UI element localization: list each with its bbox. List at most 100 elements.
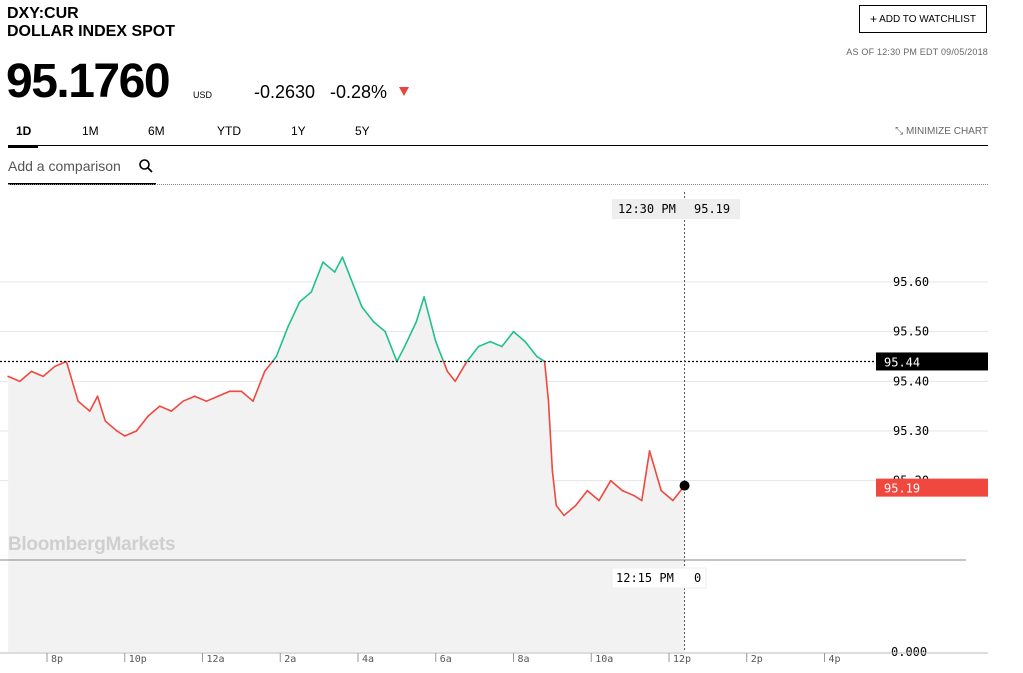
x-tick-label: 2a: [284, 654, 296, 665]
instrument-name: DOLLAR INDEX SPOT: [7, 23, 176, 40]
down-arrow-icon: [399, 87, 409, 96]
price-segment: [18, 370, 33, 383]
tab-ytd[interactable]: YTD: [217, 124, 241, 138]
price-change: -0.2630: [254, 82, 316, 102]
add-to-watchlist-button[interactable]: + ADD TO WATCHLIST: [859, 5, 987, 33]
tab-1d[interactable]: 1D: [16, 124, 32, 138]
price-segment: [240, 390, 254, 402]
crosshair-volume-time: 12:15 PM: [616, 571, 674, 585]
price-segment: [252, 370, 266, 402]
price-segment: [275, 325, 289, 358]
currency-label: USD: [193, 90, 213, 100]
previous-close-badge: [876, 352, 988, 371]
plus-icon: +: [870, 12, 878, 26]
price-segment: [415, 296, 425, 323]
tab-1y[interactable]: 1Y: [291, 124, 306, 138]
price-segment: [349, 276, 363, 308]
tabs-divider: [8, 145, 988, 146]
price-segment: [182, 395, 196, 402]
price-segment: [384, 330, 398, 363]
comparison-input[interactable]: Add a comparison: [8, 158, 121, 174]
x-tick-label: 2p: [751, 654, 763, 665]
price-segment: [96, 395, 107, 422]
price-segment: [361, 306, 375, 323]
timeframe-tabs: 1D 1M 6M YTD 1Y 5Y: [0, 124, 990, 144]
price-segment: [477, 340, 491, 348]
price-segment: [512, 330, 526, 343]
price-segment: [65, 361, 79, 402]
price-segment: [543, 361, 550, 402]
price-segment: [403, 320, 418, 348]
price-segment: [7, 375, 21, 383]
price-segment: [333, 256, 344, 273]
price-segment: [158, 405, 173, 412]
collapse-arrows-icon: ⤡: [895, 126, 904, 137]
as-of-timestamp: AS OF 12:30 PM EDT 09/05/2018: [846, 47, 988, 57]
minimize-label: MINIMIZE CHART: [905, 126, 988, 137]
price-segment: [77, 400, 91, 412]
price-segment: [88, 395, 99, 412]
current-price: 95.1760: [6, 55, 171, 108]
ticker-symbol: DXY:CUR: [7, 5, 79, 22]
price-segment: [609, 479, 624, 492]
tab-5y[interactable]: 5Y: [355, 124, 370, 138]
price-segment: [116, 430, 126, 437]
y-tick-label: 95.30: [893, 424, 929, 438]
price-segment: [423, 296, 437, 343]
x-tick-label: 10p: [129, 654, 147, 665]
price-segment: [524, 340, 538, 358]
price-segment: [42, 365, 56, 378]
x-tick-label: 6a: [440, 654, 452, 665]
price-segment: [170, 400, 184, 412]
price-segment: [205, 395, 219, 402]
price-segment: [621, 489, 635, 497]
price-segment: [489, 340, 503, 348]
last-value-label: 95.19: [884, 482, 920, 496]
price-segment: [547, 400, 554, 472]
price-segment: [147, 405, 161, 417]
crosshair-value: 95.19: [694, 202, 730, 216]
chart-labels: 95.44 95.19 12:30 PM 95.19 12:15 PM 0: [611, 199, 988, 589]
price-segment: [287, 301, 301, 328]
volume-tick-label: 0.000: [891, 645, 927, 659]
price-segment: [298, 291, 313, 303]
price-segment: [435, 341, 445, 362]
crosshair-time-box: [612, 199, 740, 219]
last-point-marker: [679, 480, 690, 491]
bloomberg-watermark: BloombergMarkets: [8, 534, 176, 555]
price-segment: [341, 256, 352, 278]
price-segment: [442, 361, 449, 372]
price-segment: [633, 494, 643, 502]
price-segment: [322, 261, 336, 273]
price-segment: [135, 415, 149, 432]
price-segment: [217, 390, 231, 398]
price-segment: [466, 345, 480, 363]
last-value-badge: [876, 478, 988, 497]
minimize-chart-button[interactable]: ⤡ MINIMIZE CHART: [895, 126, 988, 137]
price-segment: [264, 360, 274, 372]
price-segment: [54, 360, 67, 368]
active-tab-indicator: [8, 145, 38, 148]
price-segment: [501, 330, 515, 348]
price-segment: [660, 489, 674, 502]
watchlist-label: ADD TO WATCHLIST: [879, 13, 976, 25]
x-tick-label: 4a: [362, 654, 374, 665]
price-segment: [193, 395, 208, 402]
price-segment: [563, 504, 577, 517]
price-segment: [104, 420, 118, 432]
price-area: [8, 257, 685, 652]
x-tick-label: 12a: [207, 654, 225, 665]
search-icon[interactable]: [138, 158, 154, 174]
tab-6m[interactable]: 6M: [148, 124, 165, 138]
crosshair-volume-box: [611, 567, 707, 589]
price-segment: [446, 370, 456, 383]
tab-1m[interactable]: 1M: [82, 124, 99, 138]
y-tick-label: 95.40: [893, 374, 929, 388]
price-segment: [574, 489, 589, 507]
price-segment: [648, 450, 663, 492]
price-segment: [536, 355, 546, 363]
price-segment: [586, 489, 600, 502]
x-tick-label: 10a: [595, 654, 613, 665]
